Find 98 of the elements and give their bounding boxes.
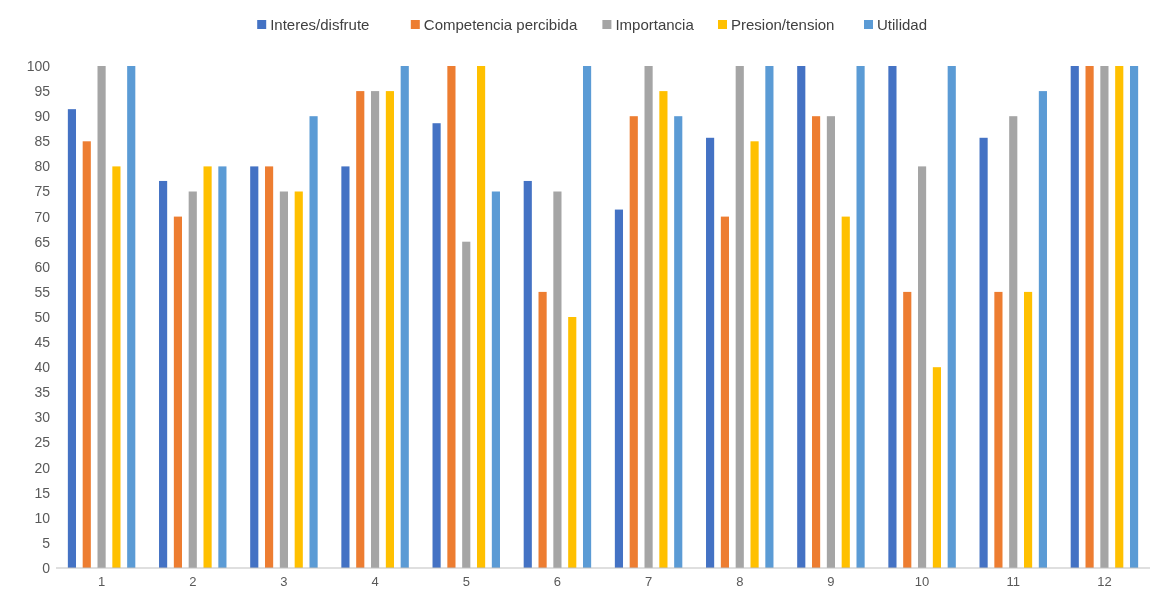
y-tick-label: 30 xyxy=(34,409,51,426)
y-tick-label: 95 xyxy=(34,83,51,99)
y-tick-label: 75 xyxy=(34,183,51,200)
bar xyxy=(994,291,1003,568)
bar xyxy=(568,317,577,568)
bar xyxy=(491,191,500,568)
bar xyxy=(644,66,653,568)
y-tick-label: 35 xyxy=(34,384,51,401)
bar xyxy=(932,367,941,568)
y-tick-label: 90 xyxy=(34,108,51,125)
bar xyxy=(1085,66,1094,568)
bar xyxy=(67,109,77,568)
bar xyxy=(553,191,562,568)
y-tick-label: 60 xyxy=(34,258,51,275)
bar xyxy=(582,66,592,568)
y-tick-label: 15 xyxy=(34,484,51,501)
bar xyxy=(341,166,350,568)
bar xyxy=(674,116,683,568)
bar xyxy=(1100,66,1109,568)
bar xyxy=(812,116,821,568)
legend-label: Presion/tension xyxy=(731,16,835,33)
bar xyxy=(112,166,121,568)
x-tick-label: 12 xyxy=(1097,574,1112,589)
bar xyxy=(400,66,409,568)
bar xyxy=(173,216,182,568)
bar xyxy=(856,66,865,568)
x-tick-label: 6 xyxy=(553,574,562,589)
bar xyxy=(203,166,212,568)
y-tick-label: 85 xyxy=(34,133,51,150)
bar xyxy=(841,216,850,568)
bar xyxy=(979,137,988,568)
bar xyxy=(432,123,441,568)
x-tick-label: 11 xyxy=(1006,574,1020,589)
bar xyxy=(385,91,394,568)
x-tick-label: 9 xyxy=(827,574,835,589)
x-tick-label: 4 xyxy=(371,574,379,589)
bar xyxy=(1009,116,1018,568)
bar xyxy=(356,91,365,568)
y-tick-label: 40 xyxy=(34,359,51,376)
bar xyxy=(797,66,806,568)
legend-label: Utilidad xyxy=(877,16,928,33)
legend-label: Interes/disfrute xyxy=(270,16,370,33)
y-tick-label: 100 xyxy=(26,57,51,74)
bar xyxy=(265,166,274,568)
x-tick-label: 1 xyxy=(97,574,106,589)
legend-label: Importancia xyxy=(615,16,695,33)
bar xyxy=(706,137,715,568)
bar xyxy=(826,116,835,568)
bar xyxy=(918,166,927,568)
y-tick-label: 70 xyxy=(34,208,51,225)
y-tick-label: 65 xyxy=(34,233,51,250)
bar xyxy=(97,66,106,568)
bar xyxy=(1070,66,1079,568)
bar xyxy=(188,191,197,568)
bar xyxy=(765,66,774,568)
bar xyxy=(903,291,912,568)
bar xyxy=(659,91,668,568)
bar xyxy=(750,141,759,568)
bar xyxy=(279,191,288,568)
bar xyxy=(1129,66,1139,568)
bar xyxy=(127,66,136,568)
y-tick-label: 10 xyxy=(34,509,51,526)
bar xyxy=(250,166,259,568)
x-tick-label: 5 xyxy=(462,574,470,589)
y-tick-label: 55 xyxy=(34,283,51,300)
x-tick-label: 10 xyxy=(914,574,930,589)
bar xyxy=(159,180,168,568)
y-tick-label: 5 xyxy=(42,534,51,551)
bar xyxy=(82,141,91,568)
bar xyxy=(294,191,303,568)
bar xyxy=(888,66,897,568)
bar xyxy=(1115,66,1124,568)
x-tick-label: 8 xyxy=(736,574,744,589)
bar xyxy=(309,116,318,568)
bar xyxy=(629,116,638,568)
bar xyxy=(538,291,547,568)
y-tick-label: 45 xyxy=(34,334,51,350)
bar xyxy=(477,66,486,568)
bar xyxy=(371,91,380,568)
y-tick-label: 20 xyxy=(34,459,51,476)
x-tick-label: 2 xyxy=(189,574,197,589)
x-tick-label: 3 xyxy=(280,574,288,589)
y-tick-label: 0 xyxy=(42,559,51,576)
bar xyxy=(1038,91,1047,568)
bar xyxy=(614,209,624,568)
bar xyxy=(947,66,956,568)
bar xyxy=(1024,291,1033,568)
bar xyxy=(218,166,227,568)
y-tick-label: 50 xyxy=(34,308,51,325)
bar xyxy=(735,66,744,568)
legend-label: Competencia percibida xyxy=(423,16,578,33)
x-tick-label: 7 xyxy=(644,574,653,589)
y-tick-label: 80 xyxy=(34,158,51,175)
bar xyxy=(462,241,471,568)
bar xyxy=(523,180,532,568)
y-tick-label: 25 xyxy=(34,434,51,451)
bar xyxy=(447,66,456,568)
bar xyxy=(720,216,729,568)
